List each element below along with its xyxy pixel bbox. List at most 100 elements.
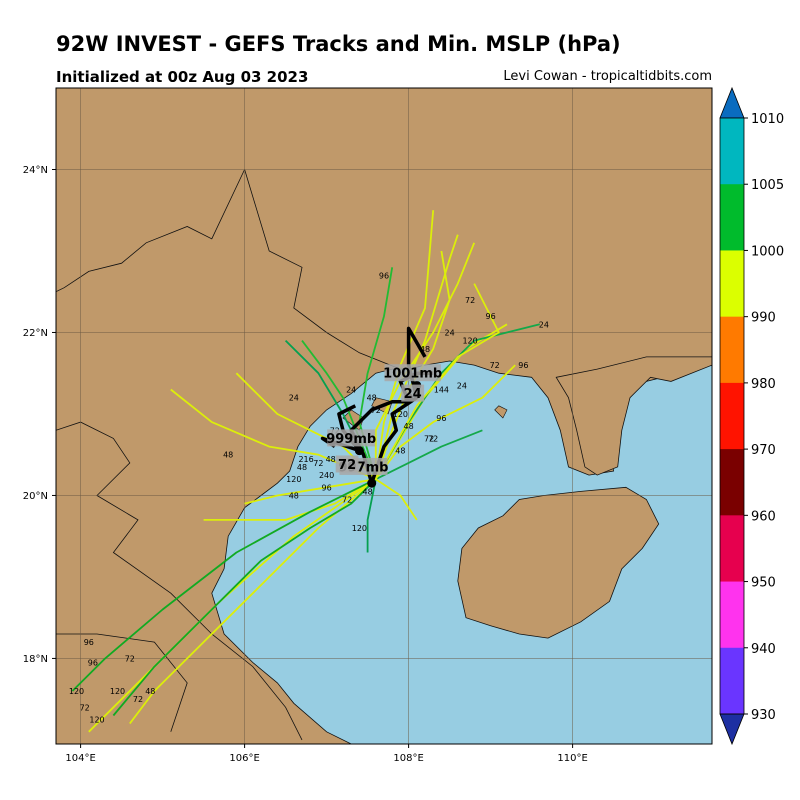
track-hour-label: 48 — [395, 447, 405, 456]
colorbar-segment — [720, 382, 744, 450]
ensemble-member-track — [301, 340, 377, 480]
pressure-label-box — [335, 455, 359, 473]
track-hour-label: 48 — [326, 455, 336, 464]
pressure-label-box — [401, 384, 425, 402]
min-pressure-label: 1001mb — [383, 367, 442, 382]
min-pressure-label: 24 — [404, 387, 422, 402]
colorbar-level-label: 990 — [751, 311, 776, 326]
track-hour-label: 72 — [424, 434, 434, 443]
colorbar-segment — [720, 250, 744, 318]
init-time-subtitle: Initialized at 00z Aug 03 2023 — [56, 68, 309, 86]
track-hour-label: 96 — [486, 312, 496, 321]
track-hour-label: 120 — [352, 524, 367, 533]
track-hour-label: 120 — [69, 687, 84, 696]
lon-tick-label: 108°E — [393, 753, 423, 764]
pressure-label-box — [384, 364, 441, 382]
axis-ticks: 18°N 20°N 22°N 24°N 104°E 106°E 108°E 110°E — [23, 165, 588, 764]
colorbar-level-label: 1005 — [751, 178, 784, 193]
colorbar-level-label: 980 — [751, 377, 776, 392]
track-hour-label: 216 — [298, 455, 313, 464]
ensemble-member-track — [375, 283, 500, 480]
lon-tick-label: 110°E — [557, 753, 587, 764]
track-hour-label: 144 — [434, 386, 449, 395]
country-border — [56, 421, 303, 741]
map-frame — [55, 87, 713, 745]
colorbar-level-label: 940 — [751, 642, 776, 657]
track-hour-label: 72 — [80, 703, 90, 712]
track-hour-label: 72 — [490, 361, 500, 370]
track-hour-label: 48 — [145, 687, 155, 696]
track-hour-label: 72 — [125, 654, 135, 663]
ensemble-member-track — [374, 234, 459, 480]
track-hour-label: 120 — [126, 748, 141, 757]
track-hour-label: 96 — [379, 271, 389, 280]
ensemble-member-track — [366, 479, 377, 553]
lon-tick-label: 106°E — [229, 753, 259, 764]
colorbar-segment — [720, 316, 744, 384]
track-hour-label: 24 — [289, 394, 299, 403]
colorbar-level-label: 1010 — [751, 112, 784, 127]
colorbar-segment — [720, 118, 744, 185]
track-hour-label: 48 — [367, 394, 377, 403]
ensemble-member-track — [71, 478, 377, 692]
chart-title: 92W INVEST - GEFS Tracks and Min. MSLP (… — [56, 32, 621, 56]
lat-tick-label: 22°N — [23, 328, 48, 339]
track-hour-label: 24 — [445, 328, 455, 337]
track-hour-label: 48 — [289, 491, 299, 500]
colorbar-segment — [720, 581, 744, 649]
lat-tick-label: 18°N — [23, 654, 48, 665]
country-border — [56, 169, 245, 293]
ensemble-member-track — [112, 478, 377, 717]
track-hour-label: 24 — [457, 381, 467, 390]
colorbar-frame — [719, 117, 745, 715]
colorbar-segment — [720, 449, 744, 516]
colorbar-level-label: 970 — [751, 443, 776, 458]
colorbar-segment — [720, 184, 744, 251]
track-hour-label: 96 — [518, 361, 528, 370]
track-hour-label: 72 — [371, 406, 381, 415]
track-hour-label: 48 — [404, 422, 414, 431]
graticule — [56, 88, 712, 744]
lon-tick-label: 104°E — [65, 753, 95, 764]
track-hour-label: 24 — [539, 320, 549, 329]
country-border — [244, 169, 401, 370]
track-hour-label: 72 — [465, 296, 475, 305]
track-hour-label: 48 — [363, 487, 373, 496]
track-hour-label: 48 — [297, 463, 307, 472]
land-leizhou-peninsula — [555, 356, 712, 476]
track-hour-label: 120 — [462, 337, 477, 346]
ensemble-member-track — [375, 364, 516, 480]
colorbar-level-label: 1000 — [751, 244, 784, 259]
track-hour-label: 96 — [436, 414, 446, 423]
mean-track-point — [354, 446, 364, 456]
credit-text: Levi Cowan - tropicaltidbits.com — [503, 69, 712, 84]
track-hour-label: 120 — [89, 716, 104, 725]
land-layer — [56, 88, 712, 744]
track-hour-label: 72 — [342, 496, 352, 505]
country-border — [56, 633, 188, 732]
pressure-colorbar: 1010 1005 1000 990 980 970 960 950 940 930 — [719, 86, 784, 746]
track-hour-label: 48 — [223, 451, 233, 460]
track-hour-label: 120 — [110, 687, 125, 696]
colorbar-segment — [720, 647, 744, 715]
min-pressure-label: 72 — [338, 458, 356, 473]
track-hour-label: 96 — [322, 483, 332, 492]
track-hour-label: 72 — [313, 459, 323, 468]
ensemble-member-track — [244, 478, 376, 505]
ensemble-member-track — [374, 242, 476, 480]
track-hour-label: 120 — [286, 475, 301, 484]
track-hour-label: 96 — [84, 638, 94, 647]
colorbar-level-label: 960 — [751, 509, 776, 524]
colorbar-level-label: 930 — [751, 708, 776, 723]
colorbar-level-label: 950 — [751, 576, 776, 591]
track-hour-label: 72 — [133, 695, 143, 704]
land-hainan-island — [457, 486, 660, 639]
colorbar-top-extension — [719, 86, 745, 119]
colorbar-bottom-extension — [719, 713, 745, 746]
lat-tick-label: 20°N — [23, 491, 48, 502]
colorbar-segment — [720, 515, 744, 583]
